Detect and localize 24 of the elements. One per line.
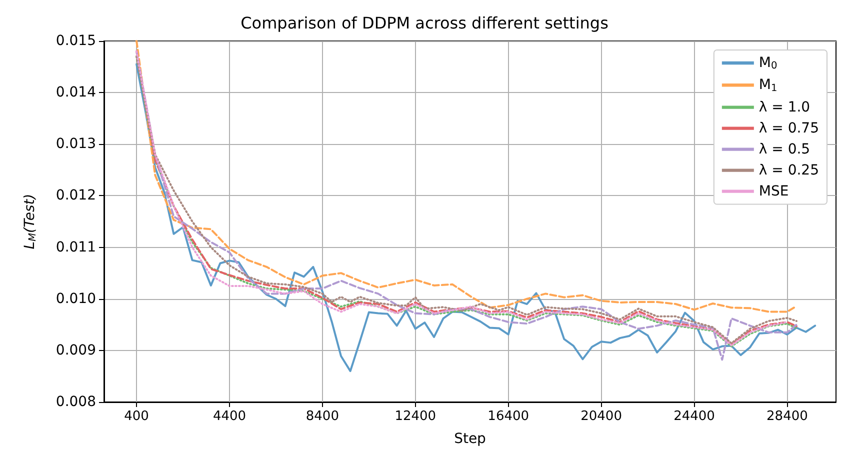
y-tick-label: 0.010: [56, 290, 96, 307]
legend-label: MSE: [758, 183, 789, 200]
y-tick-label: 0.012: [56, 188, 96, 204]
chart-title: Comparison of DDPM across different settings: [240, 14, 608, 32]
x-tick-label: 400: [124, 409, 149, 424]
x-axis-title: Step: [454, 431, 486, 447]
y-axis-title: LM(Test): [22, 194, 38, 250]
legend-label: λ = 0.5: [758, 141, 810, 158]
x-tick-label: 20400: [580, 409, 622, 424]
x-tick-label: 16400: [488, 409, 530, 424]
x-tick-label: 4400: [212, 409, 246, 424]
y-tick-label: 0.008: [56, 394, 96, 410]
x-tick-label: 8400: [306, 409, 339, 424]
y-tick-label: 0.009: [56, 342, 96, 358]
y-tick-label: 0.014: [56, 84, 96, 101]
y-tick-label: 0.013: [56, 136, 96, 152]
x-tick-label: 28400: [766, 409, 808, 424]
y-tick-label: 0.011: [56, 239, 96, 256]
y-tick-label: 0.015: [56, 33, 96, 49]
legend-label: λ = 0.75: [758, 120, 820, 136]
legend-label: λ = 0.25: [758, 162, 820, 178]
x-tick-label: 12400: [394, 409, 436, 424]
legend-label: λ = 1.0: [758, 99, 810, 116]
x-tick-label: 24400: [674, 409, 715, 424]
